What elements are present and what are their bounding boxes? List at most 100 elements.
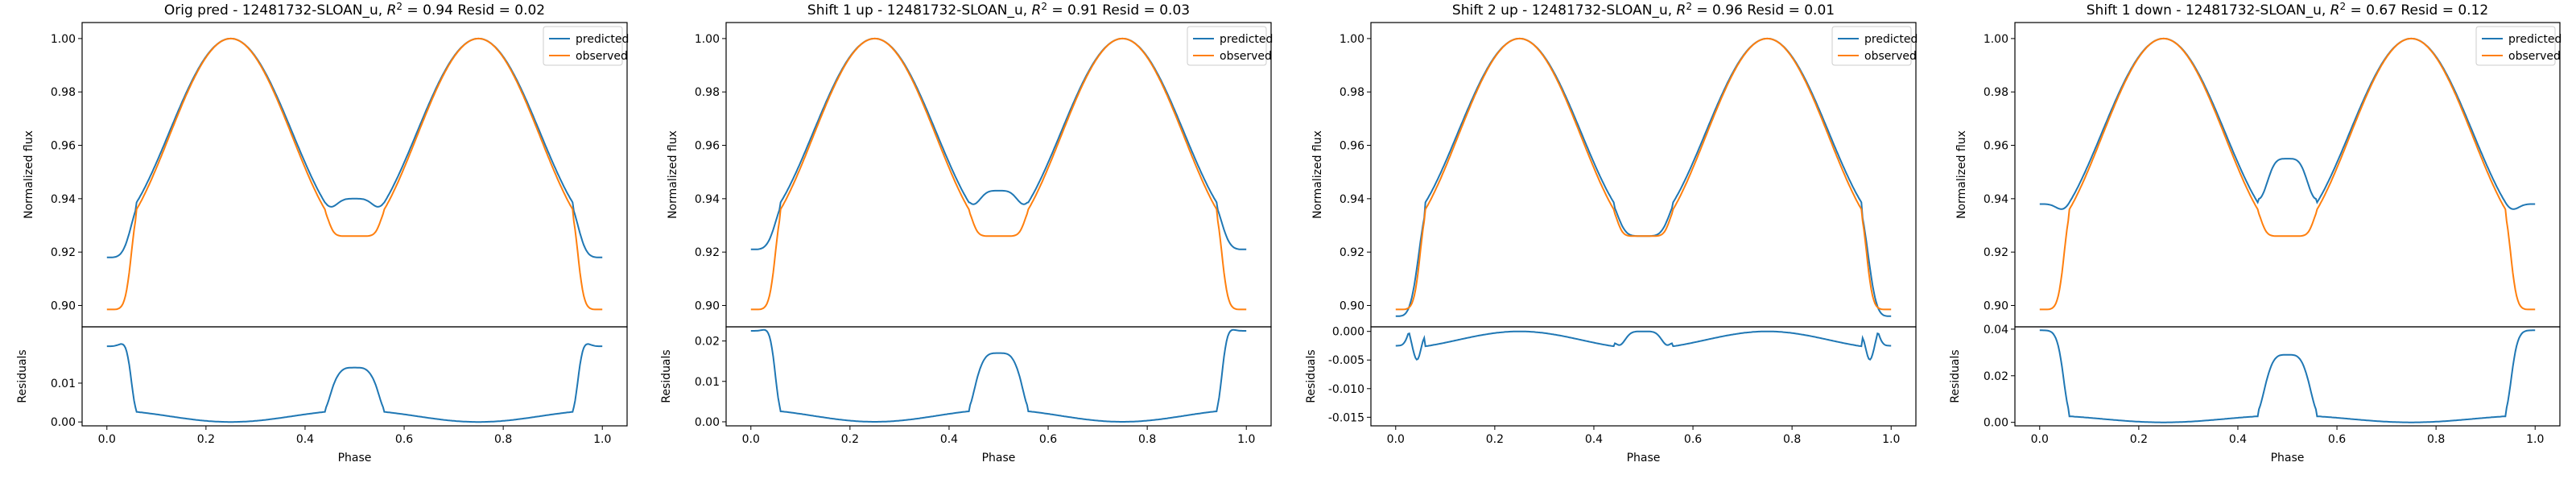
y-axis-label: Normalized flux <box>667 130 679 219</box>
title-r2-value: = 0.67 <box>2346 2 2396 19</box>
chart-title: Orig pred - 12481732-SLOAN_u, R2 = 0.94 … <box>164 1 545 19</box>
x-axis-label: Phase <box>338 452 372 464</box>
y-tick-label: 0.96 <box>51 140 76 153</box>
x-tick-label: 0.6 <box>395 433 413 446</box>
y-tick-label: 0.96 <box>695 140 720 153</box>
title-resid: Resid = 0.12 <box>2396 2 2488 19</box>
x-tick-label: 1.0 <box>2526 433 2544 446</box>
legend-label-predicted: predicted <box>2508 33 2562 46</box>
residual-axes-frame <box>725 326 1272 427</box>
resid-y-tick-label: -0.005 <box>1328 354 1364 367</box>
x-axis-label: Phase <box>982 452 1016 464</box>
chart-title: Shift 1 down - 12481732-SLOAN_u, R2 = 0.… <box>2087 1 2488 19</box>
x-tick-label: 0.8 <box>1138 433 1156 446</box>
main-axes-frame <box>725 22 1272 328</box>
x-tick-label: 0.8 <box>1783 433 1801 446</box>
residual-line <box>2039 329 2536 423</box>
resid-y-tick-label: -0.010 <box>1328 383 1364 396</box>
resid-y-tick-label: -0.015 <box>1328 411 1364 424</box>
predicted-line <box>750 37 1247 250</box>
resid-y-tick-label: 0.04 <box>1984 324 2008 336</box>
x-tick-label: 0.2 <box>197 433 215 446</box>
subplot-2: Shift 1 up - 12481732-SLOAN_u, R2 = 0.91… <box>660 1 1273 464</box>
predicted-line <box>106 37 603 258</box>
residual-line <box>1395 330 1892 361</box>
title-r: R <box>1677 2 1686 19</box>
x-tick-label: 0.8 <box>494 433 512 446</box>
x-axis-label: Phase <box>2271 452 2305 464</box>
title-prefix: Orig pred - 12481732-SLOAN_u, <box>164 2 387 19</box>
title-prefix: Shift 1 down - 12481732-SLOAN_u, <box>2087 2 2330 19</box>
title-r2-value: = 0.94 <box>402 2 453 19</box>
main-axes-frame <box>81 22 628 328</box>
x-tick-label: 0.6 <box>1684 433 1702 446</box>
title-resid: Resid = 0.01 <box>1743 2 1835 19</box>
y-tick-label: 0.92 <box>1984 246 2008 259</box>
y-tick-label: 0.90 <box>51 299 76 312</box>
x-tick-label: 1.0 <box>1882 433 1900 446</box>
title-sup: 2 <box>1041 1 1047 12</box>
predicted-line <box>1395 37 1892 317</box>
title-resid: Resid = 0.03 <box>1098 2 1190 19</box>
y-tick-label: 0.94 <box>695 193 720 206</box>
x-tick-label: 0.4 <box>1585 433 1603 446</box>
observed-line <box>2039 37 2536 311</box>
y-tick-label: 1.00 <box>1340 33 1364 46</box>
subplot-3: Shift 2 up - 12481732-SLOAN_u, R2 = 0.96… <box>1305 1 1918 464</box>
legend-label-predicted: predicted <box>576 33 629 46</box>
y-tick-label: 1.00 <box>51 33 76 46</box>
residual-axes-frame <box>2014 326 2561 427</box>
y-tick-label: 0.92 <box>1340 246 1364 259</box>
title-prefix: Shift 2 up - 12481732-SLOAN_u, <box>1452 2 1677 19</box>
subplot-1: Orig pred - 12481732-SLOAN_u, R2 = 0.94 … <box>16 1 629 464</box>
y-tick-label: 0.98 <box>695 86 720 99</box>
x-tick-label: 0.2 <box>1486 433 1504 446</box>
observed-line <box>750 37 1247 311</box>
y-tick-label: 0.92 <box>51 246 76 259</box>
y-axis-label: Normalized flux <box>1955 130 1968 219</box>
resid-y-axis-label: Residuals <box>16 349 29 402</box>
subplot-4: Shift 1 down - 12481732-SLOAN_u, R2 = 0.… <box>1949 1 2562 464</box>
x-tick-label: 1.0 <box>1237 433 1255 446</box>
residual-line <box>106 343 603 423</box>
y-axis-label: Normalized flux <box>1311 130 1324 219</box>
x-tick-label: 0.6 <box>1039 433 1057 446</box>
legend-label-observed: observed <box>576 50 628 63</box>
legend-label-predicted: predicted <box>1220 33 1273 46</box>
resid-y-tick-label: 0.00 <box>695 416 720 429</box>
resid-y-axis-label: Residuals <box>660 349 673 402</box>
chart-title: Shift 1 up - 12481732-SLOAN_u, R2 = 0.91… <box>807 1 1190 19</box>
main-axes-frame <box>1370 22 1917 328</box>
x-axis-label: Phase <box>1627 452 1661 464</box>
legend-label-predicted: predicted <box>1864 33 1918 46</box>
legend-label-observed: observed <box>1864 50 1917 63</box>
residual-axes-frame <box>1370 326 1917 427</box>
title-resid: Resid = 0.02 <box>453 2 545 19</box>
y-tick-label: 0.90 <box>1340 299 1364 312</box>
observed-line <box>1395 37 1892 311</box>
residual-axes-frame <box>81 326 628 427</box>
title-r: R <box>1032 2 1042 19</box>
residual-line <box>750 328 1247 423</box>
y-tick-label: 0.92 <box>695 246 720 259</box>
resid-y-tick-label: 0.000 <box>1332 326 1364 339</box>
x-tick-label: 0.2 <box>841 433 859 446</box>
x-tick-label: 0.0 <box>1387 433 1405 446</box>
chart-title: Shift 2 up - 12481732-SLOAN_u, R2 = 0.96… <box>1452 1 1835 19</box>
resid-y-tick-label: 0.00 <box>51 416 76 429</box>
y-tick-label: 0.96 <box>1984 140 2008 153</box>
predicted-line <box>2039 37 2536 210</box>
y-tick-label: 1.00 <box>1984 33 2008 46</box>
title-sup: 2 <box>1686 1 1692 12</box>
y-tick-label: 0.90 <box>695 299 720 312</box>
x-tick-label: 0.4 <box>296 433 314 446</box>
y-tick-label: 0.98 <box>1340 86 1364 99</box>
x-tick-label: 0.2 <box>2130 433 2148 446</box>
x-tick-label: 0.0 <box>742 433 760 446</box>
y-tick-label: 0.98 <box>51 86 76 99</box>
title-prefix: Shift 1 up - 12481732-SLOAN_u, <box>807 2 1032 19</box>
x-tick-label: 0.4 <box>2229 433 2247 446</box>
legend-label-observed: observed <box>2508 50 2561 63</box>
x-tick-label: 0.0 <box>2031 433 2049 446</box>
resid-y-tick-label: 0.00 <box>1984 417 2008 430</box>
